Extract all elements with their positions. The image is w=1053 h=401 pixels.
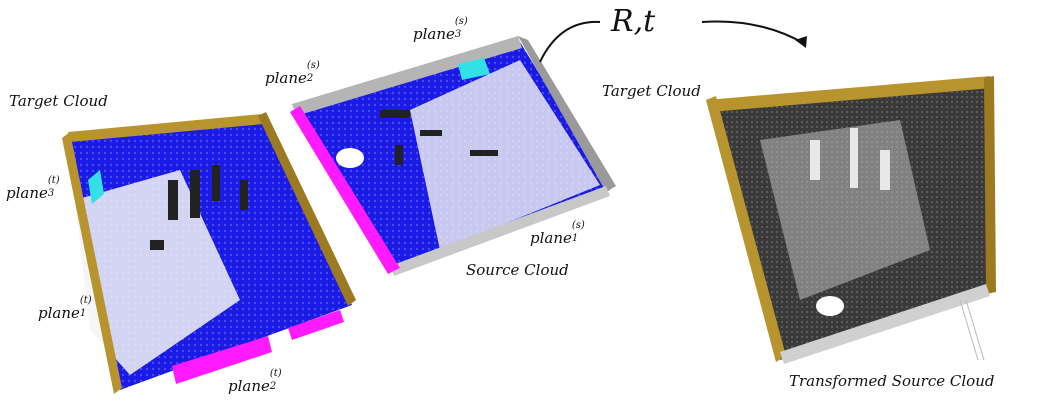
plane-2-t-sup: (t) [269, 368, 282, 379]
plane-3-t-label: plane (t) 3 [6, 176, 66, 203]
target-cloud-wall-left [62, 132, 122, 394]
source-cloud-white-area [410, 60, 600, 250]
transform-label: R,t [611, 4, 656, 39]
transformed-cloud-wall-bottom [780, 284, 990, 364]
plane-1-s-label: plane (s) 1 [530, 221, 590, 248]
target-cloud-left-label: Target Cloud [9, 92, 108, 110]
target-cloud-right-label: Target Cloud [602, 82, 701, 100]
plane-2-t-region-b [288, 310, 344, 340]
transformed-cloud-furniture [810, 128, 890, 190]
transformed-cloud-stairs [959, 299, 985, 361]
transform-arrow-tail [701, 20, 806, 45]
plane-1-t-label: plane (t) 1 [38, 296, 98, 323]
source-cloud-wall-right [518, 36, 616, 192]
plane-3-s-region [458, 58, 490, 80]
plane-3-s-label: plane (s) 3 [413, 17, 473, 44]
transformed-cloud-wall-right [984, 76, 996, 294]
transformed-cloud-wall-left [706, 96, 786, 362]
plane-3-t-sup: (t) [47, 175, 60, 186]
plane-2-s-sub: 2 [306, 73, 314, 84]
plane-3-t-region [88, 170, 104, 204]
plane-3-s-sup: (s) [454, 16, 468, 27]
target-cloud-left [62, 112, 356, 394]
source-cloud-label: Source Cloud [466, 261, 569, 279]
plane-3-t-base: plane [6, 184, 48, 202]
transform-arrowhead [795, 36, 807, 48]
plane-1-t-sup: (t) [79, 295, 92, 306]
transformed-source-cloud-label: Transformed Source Cloud [789, 372, 995, 390]
plane-2-s-base: plane [265, 69, 307, 87]
target-cloud-white-area [75, 170, 240, 375]
source-cloud [290, 36, 616, 276]
plane-2-s-label: plane (s) 2 [265, 61, 325, 88]
transform-arrow [539, 20, 601, 63]
plane-1-s-sup: (s) [571, 220, 585, 231]
plane-3-s-sub: 3 [454, 29, 462, 40]
plane-2-t-sub: 2 [269, 381, 277, 392]
transformed-cloud-round-table [816, 296, 844, 316]
plane-1-s-sub: 1 [571, 233, 579, 244]
plane-2-s-sup: (s) [306, 60, 320, 71]
plane-3-t-sub: 3 [47, 188, 55, 199]
plane-1-t-base: plane [38, 304, 80, 322]
source-cloud-wall-bottom [390, 186, 610, 276]
plane-1-t-sub: 1 [79, 308, 87, 319]
plane-3-s-base: plane [413, 25, 455, 43]
source-cloud-wall-top [292, 36, 522, 116]
plane-2-t-region [172, 336, 272, 384]
plane-2-s-region [290, 106, 400, 274]
transformed-source-cloud [706, 76, 996, 364]
plane-2-t-label: plane (t) 2 [228, 369, 288, 396]
target-cloud-wall-right [258, 112, 356, 306]
plane-2-t-base: plane [228, 377, 270, 395]
target-cloud-furniture [150, 165, 248, 250]
transformed-cloud-wall-top [706, 76, 992, 112]
plane-1-s-base: plane [530, 229, 572, 247]
source-cloud-round-table [336, 148, 364, 168]
target-cloud-wall-top [68, 114, 264, 142]
source-cloud-furniture [380, 110, 498, 165]
